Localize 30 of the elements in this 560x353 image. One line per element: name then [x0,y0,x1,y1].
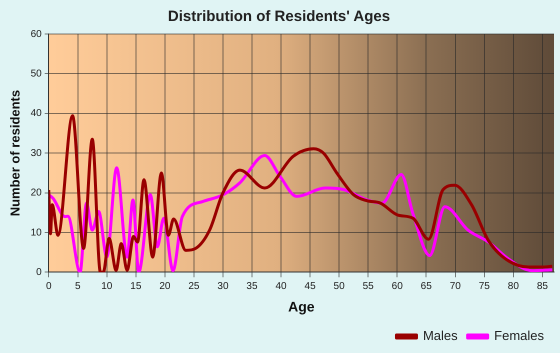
x-tick-label: 60 [392,280,404,292]
y-tick-label: 60 [30,28,42,40]
x-tick-label: 0 [46,280,52,292]
x-tick-label: 25 [188,280,200,292]
y-tick-label: 50 [30,68,42,80]
x-tick-label: 35 [246,280,258,292]
x-tick-label: 75 [478,280,490,292]
legend-label: Males [422,328,458,344]
x-tick-label: 45 [304,280,316,292]
x-tick-label: 70 [450,280,462,292]
x-tick-label: 50 [334,280,346,292]
x-tick-label: 5 [74,280,81,292]
y-tick-label: 10 [30,227,42,238]
y-tick-label: 20 [30,188,42,199]
x-tick-label: 55 [362,280,374,292]
x-tick-label: 20 [159,280,171,292]
y-tick-label: 40 [30,108,42,120]
x-axis-title: Age [288,298,315,314]
y-axis-title: Number of residents [7,90,22,216]
x-tick-label: 30 [217,280,229,292]
legend-label: Females [494,328,544,344]
x-tick-label: 15 [130,280,142,292]
y-tick-label: 30 [30,148,42,159]
x-tick-label: 85 [536,280,548,292]
x-tick-label: 65 [420,280,432,292]
x-tick-label: 80 [508,280,520,292]
x-tick-label: 40 [275,280,288,292]
chart-title: Distribution of Residents' Ages [168,8,390,26]
y-tick-label: 0 [36,266,42,278]
x-tick-label: 10 [101,280,113,292]
